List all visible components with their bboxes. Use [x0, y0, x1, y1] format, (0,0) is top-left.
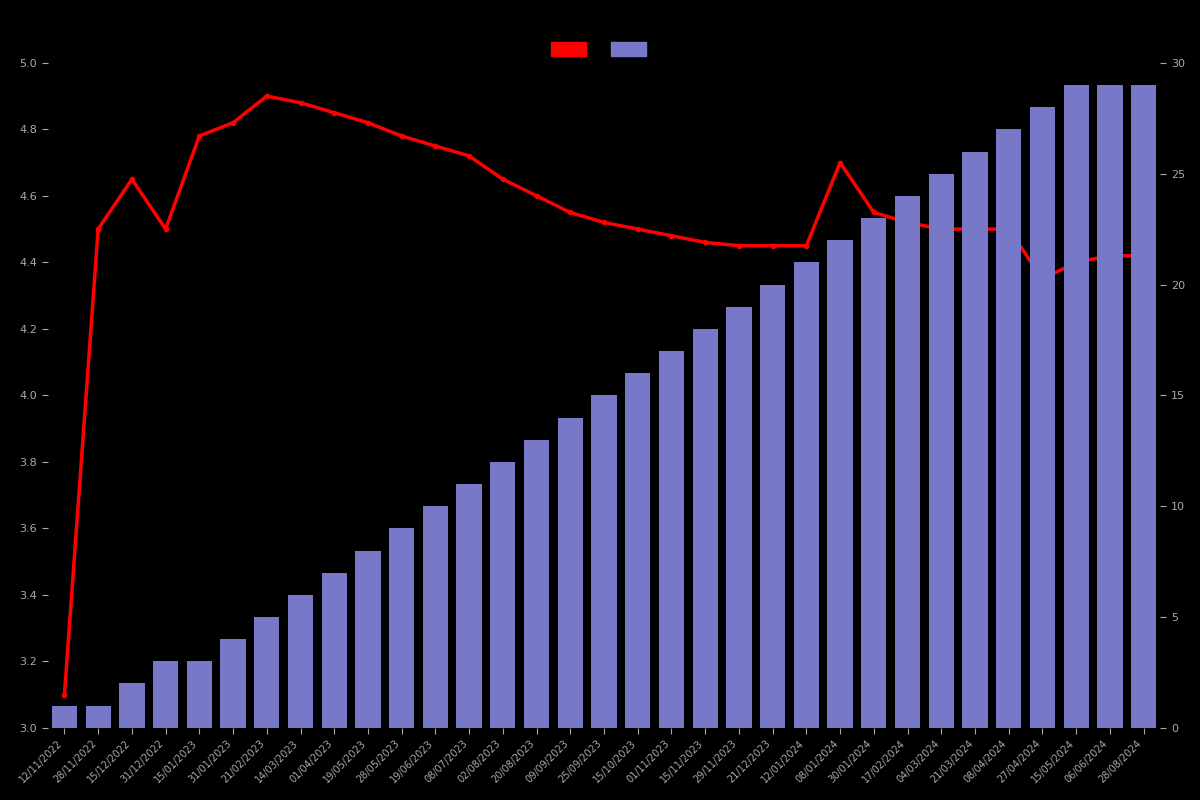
- Bar: [52, 706, 77, 728]
- Bar: [456, 484, 481, 728]
- Bar: [524, 440, 550, 728]
- Bar: [793, 262, 820, 728]
- Bar: [558, 418, 583, 728]
- Bar: [592, 395, 617, 728]
- Bar: [119, 683, 144, 728]
- Bar: [1063, 85, 1088, 728]
- Bar: [221, 639, 246, 728]
- Bar: [895, 196, 920, 728]
- Bar: [422, 506, 448, 728]
- Bar: [322, 573, 347, 728]
- Bar: [862, 218, 887, 728]
- Bar: [1097, 85, 1122, 728]
- Bar: [929, 174, 954, 728]
- Bar: [491, 462, 516, 728]
- Bar: [288, 595, 313, 728]
- Bar: [659, 351, 684, 728]
- Legend: , : ,: [546, 37, 662, 62]
- Bar: [962, 151, 988, 728]
- Bar: [152, 662, 179, 728]
- Bar: [760, 285, 785, 728]
- Bar: [85, 706, 110, 728]
- Bar: [692, 329, 718, 728]
- Bar: [187, 662, 212, 728]
- Bar: [1130, 85, 1157, 728]
- Bar: [996, 130, 1021, 728]
- Bar: [355, 550, 380, 728]
- Bar: [828, 240, 853, 728]
- Bar: [1030, 107, 1055, 728]
- Bar: [254, 617, 280, 728]
- Bar: [726, 306, 751, 728]
- Bar: [389, 528, 414, 728]
- Bar: [625, 373, 650, 728]
